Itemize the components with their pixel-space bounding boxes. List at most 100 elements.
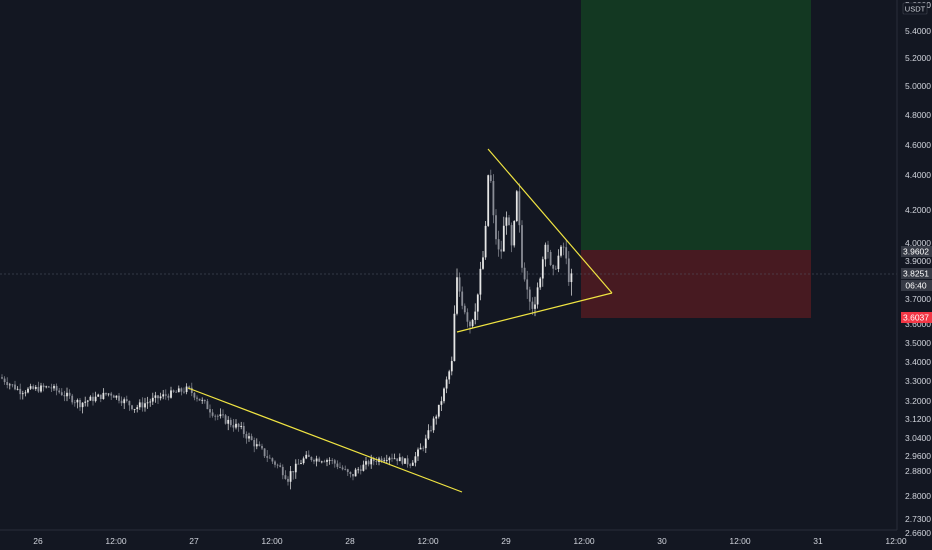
candle-body bbox=[245, 433, 248, 439]
candle-body bbox=[484, 225, 487, 258]
time-tick-label: 27 bbox=[189, 536, 199, 546]
candle-body bbox=[328, 459, 331, 461]
candle-body bbox=[162, 394, 165, 397]
price-tick-label: 4.0000 bbox=[905, 238, 931, 248]
profit-zone[interactable] bbox=[581, 0, 811, 250]
candle-body bbox=[268, 457, 271, 459]
candle-body bbox=[554, 268, 557, 270]
candle-body bbox=[214, 415, 217, 417]
candle-body bbox=[518, 191, 521, 226]
candle-body bbox=[401, 457, 404, 464]
time-axis[interactable] bbox=[0, 530, 897, 550]
candle-body bbox=[380, 458, 383, 462]
currency-label: USDT bbox=[905, 5, 926, 14]
candle-body bbox=[37, 386, 40, 392]
candle-body bbox=[339, 466, 341, 468]
candle-body bbox=[502, 225, 505, 252]
candle-body bbox=[29, 386, 32, 389]
candle-body bbox=[409, 464, 412, 466]
candle-body bbox=[513, 221, 516, 246]
candle-body bbox=[437, 404, 440, 417]
candle-body bbox=[469, 321, 471, 327]
candle-body bbox=[313, 460, 315, 462]
candle-body bbox=[255, 444, 258, 447]
candle-body bbox=[294, 463, 297, 473]
candle-body bbox=[76, 399, 79, 403]
candle-body bbox=[302, 458, 305, 464]
triangle-lower-line[interactable] bbox=[456, 292, 613, 333]
candle-body bbox=[1, 377, 3, 379]
candle-body bbox=[50, 387, 53, 389]
candle-body bbox=[167, 395, 170, 398]
candle-body bbox=[144, 403, 146, 408]
candle-body bbox=[14, 384, 16, 390]
candle-body bbox=[424, 438, 427, 449]
target-price-label: 3.9602 bbox=[903, 247, 929, 257]
candle-body bbox=[232, 425, 235, 428]
candle-body bbox=[219, 414, 222, 417]
candle-body bbox=[284, 475, 287, 479]
price-tick-label: 3.9000 bbox=[905, 256, 931, 266]
candle-body bbox=[188, 386, 191, 388]
descending-trendline[interactable] bbox=[187, 387, 463, 493]
candle-body bbox=[175, 391, 178, 393]
candle-body bbox=[47, 386, 50, 388]
candle-body bbox=[567, 258, 570, 283]
candle-body bbox=[8, 384, 11, 386]
price-tick-label: 5.4000 bbox=[905, 26, 931, 36]
triangle-upper-line[interactable] bbox=[487, 148, 613, 294]
candle-body bbox=[222, 414, 224, 416]
candle-body bbox=[118, 395, 120, 401]
candle-body bbox=[276, 464, 279, 466]
price-tick-label: 4.4000 bbox=[905, 170, 931, 180]
candle-body bbox=[307, 454, 310, 457]
candle-body bbox=[310, 456, 313, 461]
candle-body bbox=[505, 217, 508, 226]
candle-body bbox=[297, 463, 300, 465]
candle-body bbox=[315, 458, 318, 462]
candle-body bbox=[258, 444, 261, 446]
candle-body bbox=[6, 382, 9, 385]
candle-body bbox=[183, 391, 185, 393]
price-axis-ticks: 2.6600 2.7300 2.8000 2.8800 2.9600 3.0400 3.12… bbox=[905, 0, 931, 538]
currency-box[interactable] bbox=[902, 2, 928, 15]
candle-body bbox=[34, 386, 37, 389]
candle-body bbox=[146, 402, 149, 404]
candle-body bbox=[149, 401, 152, 403]
candle-body bbox=[271, 458, 274, 462]
time-tick-label: 26 bbox=[33, 536, 43, 546]
candle-body bbox=[404, 458, 406, 464]
countdown-label: 06:40 bbox=[905, 281, 927, 291]
price-tick-label: 2.7300 bbox=[905, 514, 931, 524]
candle-body bbox=[68, 392, 71, 396]
candle-body bbox=[58, 390, 61, 393]
candle-body bbox=[66, 392, 68, 397]
candle-body bbox=[487, 175, 490, 226]
candle-body bbox=[32, 386, 35, 389]
candle-body bbox=[177, 388, 180, 393]
candle-body bbox=[565, 247, 568, 259]
candle-body bbox=[393, 458, 396, 460]
candle-body bbox=[248, 436, 250, 439]
candle-body bbox=[141, 402, 144, 408]
candle-body bbox=[289, 471, 292, 482]
loss-zone[interactable] bbox=[581, 250, 811, 318]
candle-body bbox=[500, 249, 503, 252]
candle-body bbox=[534, 304, 536, 309]
candle-body bbox=[180, 388, 183, 392]
candle-body bbox=[541, 259, 544, 279]
time-tick-label: 12:00 bbox=[261, 536, 283, 546]
candle-body bbox=[443, 388, 445, 402]
price-tick-label: 2.6600 bbox=[905, 528, 931, 538]
price-tick-label: 3.0400 bbox=[905, 433, 931, 443]
candle-body bbox=[531, 301, 534, 309]
candle-body bbox=[279, 465, 282, 467]
price-tick-label: 4.2000 bbox=[905, 205, 931, 215]
time-axis-ticks: 26 12:00 27 12:00 28 12:00 29 12:00 30 12:00 31 12:… bbox=[33, 536, 907, 546]
candle-body bbox=[323, 461, 326, 463]
candle-body bbox=[489, 175, 492, 182]
candle-body bbox=[128, 400, 131, 406]
price-tick-label: 3.4000 bbox=[905, 357, 931, 367]
candle-body bbox=[193, 392, 196, 398]
